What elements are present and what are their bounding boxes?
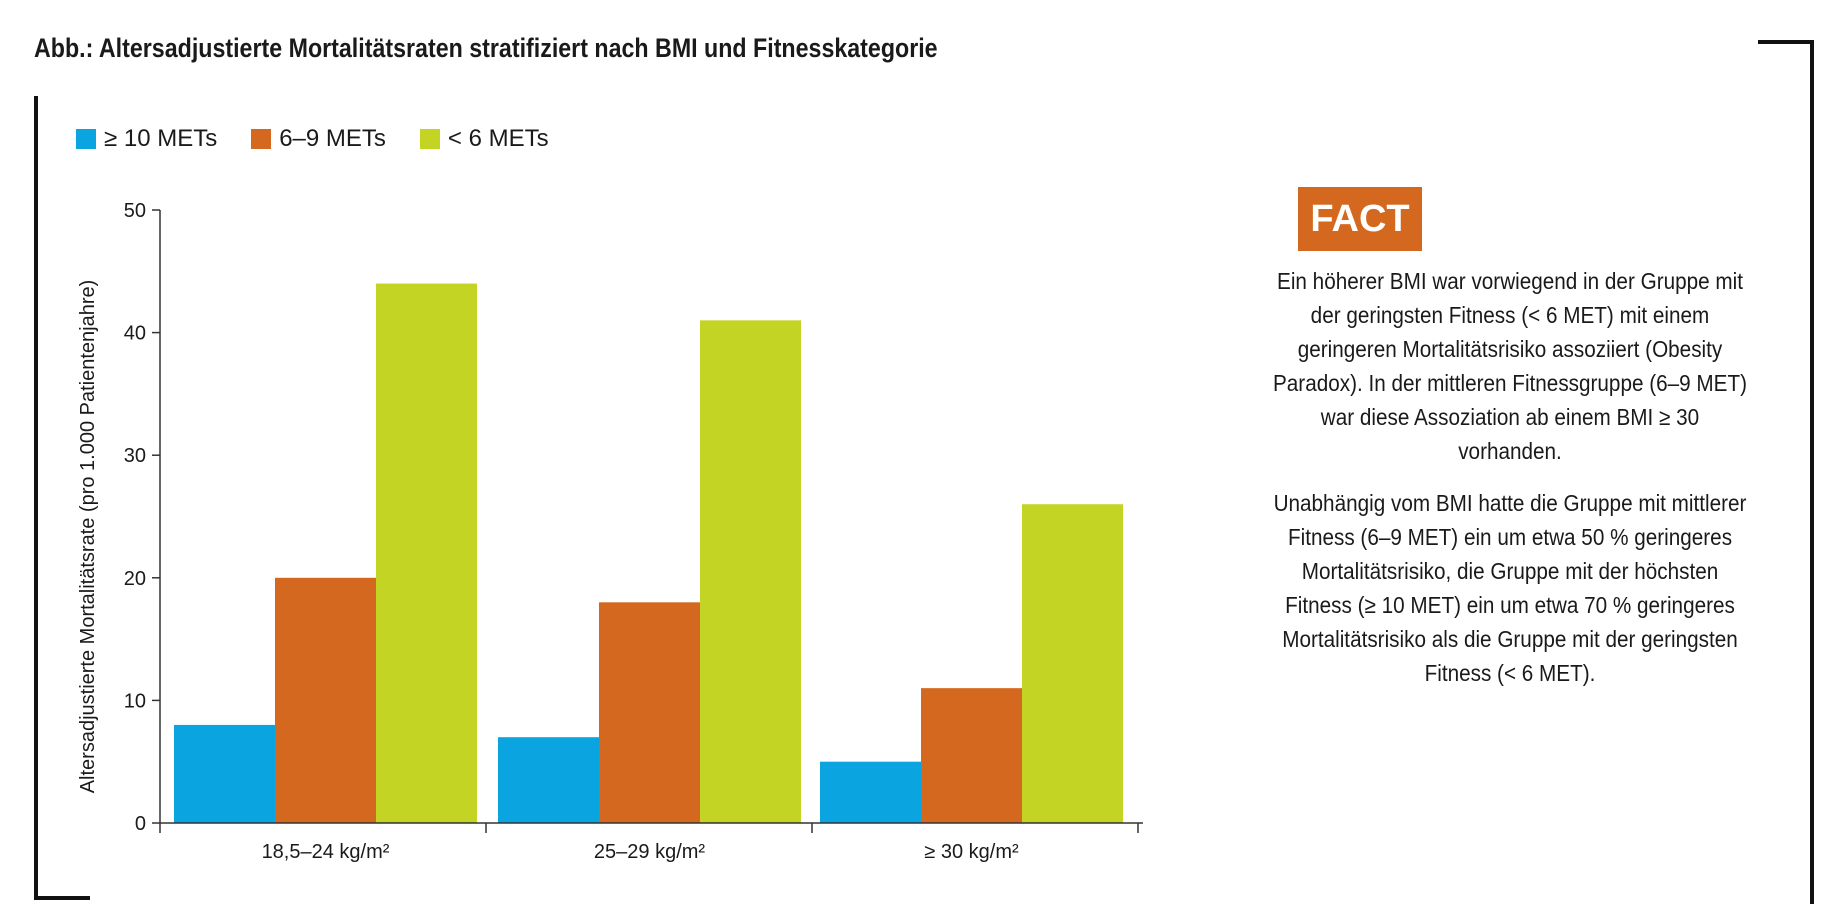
fact-text: Ein höherer BMI war vorwiegend in der Gr… [1267,264,1753,708]
y-tick-label-30: 30 [124,445,146,467]
y-tick-label-0: 0 [135,813,146,835]
legend-label-low-fitness: < 6 METs [447,125,549,152]
y-axis-label: Altersadjustierte Mortalitätsrate (pro 1… [77,280,99,794]
bar-high-fitness-bmi-obese [820,761,921,823]
legend-label-mid-fitness: 6–9 METs [279,125,386,152]
right-frame-bracket [1758,40,1814,904]
legend-item-low-fitness: < 6 METs [419,125,549,153]
bar-high-fitness-bmi-normal [174,724,275,823]
bar-mid-fitness-bmi-obese [921,688,1022,823]
fact-paragraph-2: Unabhängig vom BMI hatte die Gruppe mit … [1273,490,1747,686]
legend-swatch-low-fitness [419,129,440,149]
fact-paragraph-1: Ein höherer BMI war vorwiegend in der Gr… [1272,268,1747,464]
bar-low-fitness-bmi-normal [376,283,477,823]
left-frame-bracket [34,96,90,900]
bar-mid-fitness-bmi-normal [275,577,376,823]
legend-swatch-high-fitness [76,129,96,149]
chart-title: Abb.: Altersadjustierte Mortalitätsraten… [34,33,938,63]
bar-low-fitness-bmi-overweight [700,320,801,823]
x-tick-label-bmi-obese: ≥ 30 kg/m² [924,841,1019,863]
y-tick-label-20: 20 [124,568,146,590]
legend: ≥ 10 METs 6–9 METs < 6 METs [76,125,549,153]
legend-item-high-fitness: ≥ 10 METs [76,125,217,153]
legend-swatch-mid-fitness [251,129,272,149]
y-tick-label-40: 40 [124,323,146,345]
legend-label-high-fitness: ≥ 10 METs [104,125,218,152]
bar-low-fitness-bmi-obese [1022,504,1123,823]
bar-high-fitness-bmi-overweight [498,737,599,823]
bar-mid-fitness-bmi-overweight [599,602,700,823]
legend-item-mid-fitness: 6–9 METs [251,125,386,153]
x-tick-label-bmi-normal: 18,5–24 kg/m² [262,841,390,863]
fact-badge: FACT [1298,187,1422,251]
y-tick-label-10: 10 [124,690,146,712]
x-tick-label-bmi-overweight: 25–29 kg/m² [594,841,706,863]
y-tick-label-50: 50 [124,200,146,222]
